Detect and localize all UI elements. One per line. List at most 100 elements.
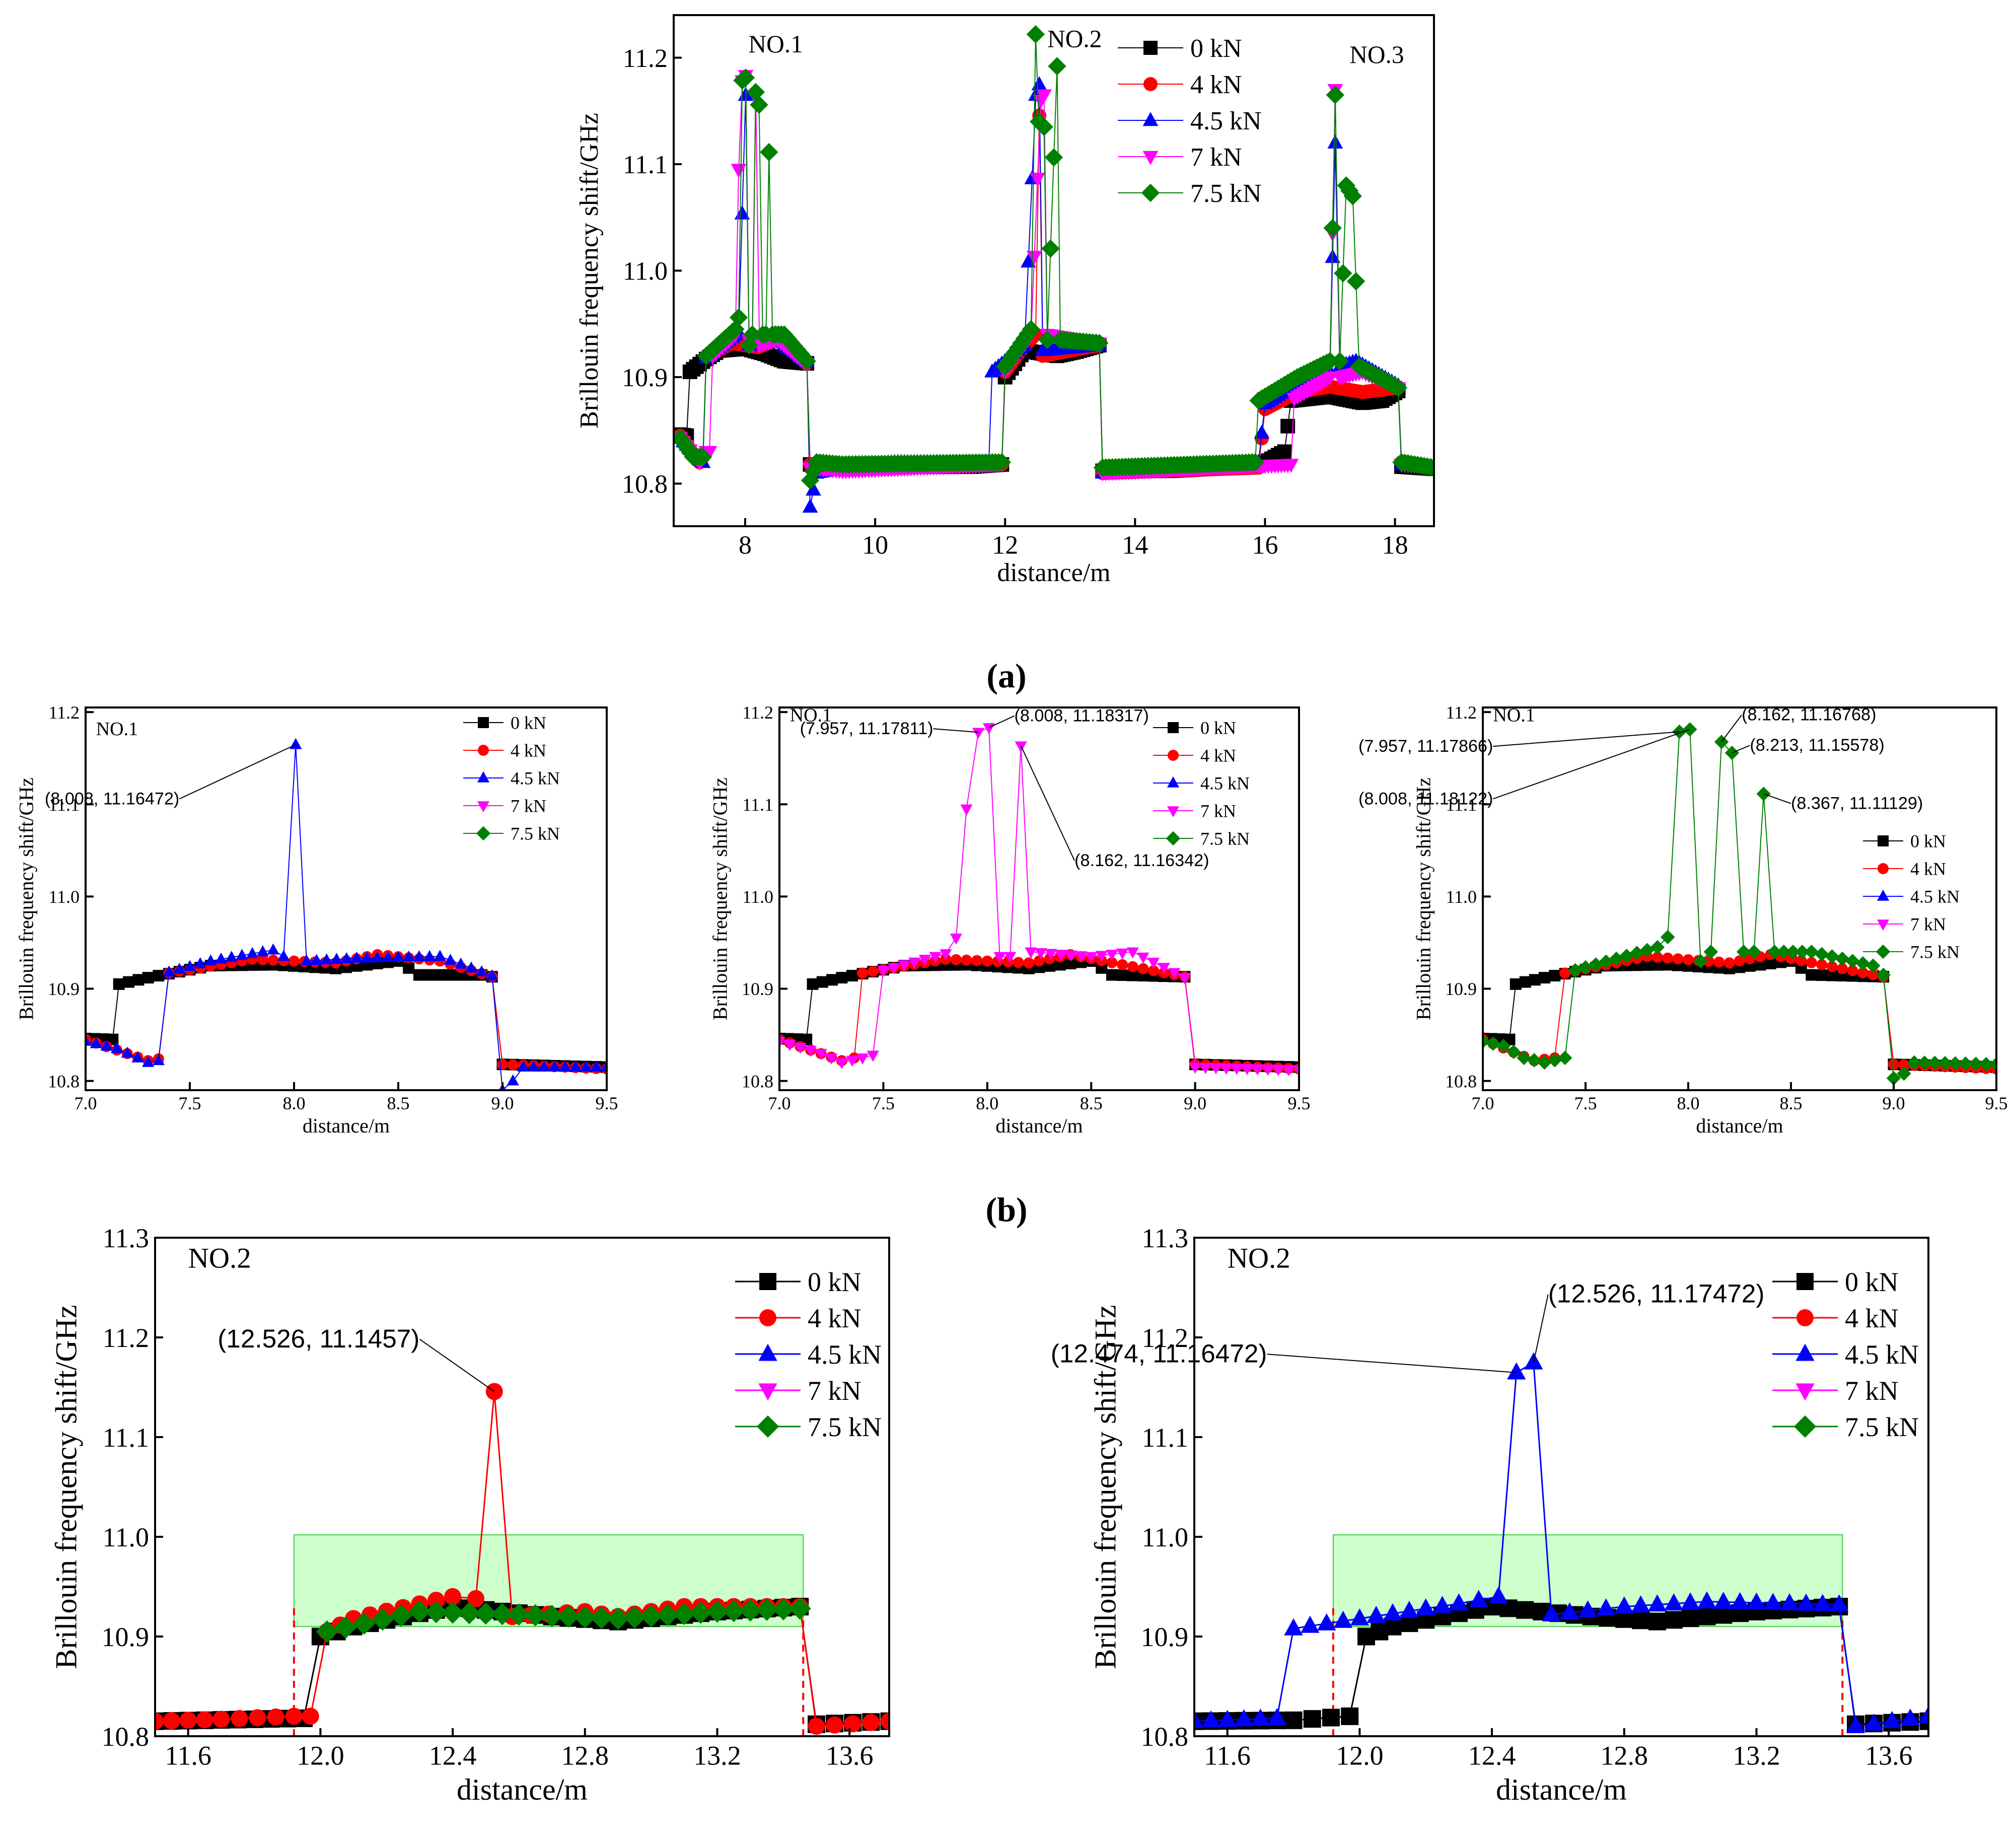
- x-tick-label: 13.6: [826, 1741, 874, 1771]
- data-point: [491, 1603, 514, 1625]
- legend-label: 7 kN: [1845, 1376, 1899, 1406]
- chart-c2: 11.6 12.0 12.4 12.8 13.2 13.6 10.8 10.9 11.0 11.1…: [1051, 1223, 1929, 1806]
- data-point: [1804, 945, 1819, 959]
- data-point: [559, 1060, 571, 1072]
- data-point: [302, 1708, 319, 1725]
- legend-marker: [1795, 1383, 1815, 1401]
- data-point: [1357, 1627, 1376, 1646]
- legend: 0 kN 4 kN 4.5 kN 7 kN 7.5 kN: [1772, 1267, 1919, 1442]
- y-tick-label: 10.8: [48, 1071, 80, 1091]
- legend-item: 7 kN: [1153, 801, 1236, 821]
- data-point: [1106, 957, 1118, 968]
- data-point: [580, 1060, 592, 1072]
- legend-marker: [759, 1273, 776, 1290]
- x-tick-label: 12.8: [561, 1741, 609, 1771]
- x-tick-label: 9.5: [596, 1093, 618, 1113]
- y-axis-label: Brillouin frequency shift/GHz: [575, 113, 604, 429]
- y-tick-label: 11.2: [1142, 1323, 1189, 1353]
- y-tick-label: 11.1: [623, 151, 668, 179]
- data-point: [898, 960, 910, 972]
- legend-item: 0 kN: [463, 713, 546, 733]
- data-point: [734, 205, 750, 220]
- data-point: [1116, 948, 1129, 960]
- chart-b1: 7.0 7.5 8.0 8.5 9.0 9.5 10.8 10.9 11.0 11.1 11.2 di…: [15, 702, 618, 1137]
- data-point: [1126, 947, 1139, 959]
- data-point: [1948, 1056, 1963, 1071]
- data-point: [408, 1600, 431, 1623]
- legend: 0 kN 4 kN 4.5 kN 7 kN 7.5 kN: [1863, 831, 1960, 962]
- data-point: [1703, 956, 1714, 967]
- legend-label: 7 kN: [511, 796, 546, 816]
- data-point: [1148, 965, 1160, 976]
- series-7-5-kN: [1483, 722, 1996, 1086]
- data-point: [467, 1590, 485, 1607]
- legend: 0 kN 4 kN 4.5 kN 7 kN 7.5 kN: [735, 1267, 882, 1442]
- data-point: [971, 955, 983, 966]
- data-point: [1886, 1071, 1901, 1086]
- legend-item: 4 kN: [1863, 859, 1946, 879]
- annotation-leader: [1763, 793, 1791, 804]
- data-point: [340, 952, 353, 964]
- data-point: [267, 954, 279, 966]
- data-point: [1327, 134, 1343, 149]
- data-point: [1220, 1063, 1233, 1075]
- legend-item: 4.5 kN: [463, 768, 560, 789]
- data-point: [1917, 1055, 1932, 1070]
- data-point: [1026, 25, 1045, 44]
- data-point: [249, 1709, 266, 1727]
- data-point: [1847, 965, 1858, 976]
- data-point: [1814, 947, 1829, 962]
- data-point: [802, 499, 818, 513]
- data-point: [887, 963, 900, 974]
- data-point: [361, 951, 373, 963]
- plot-area: [1483, 722, 1996, 1086]
- data-point: [961, 954, 972, 966]
- legend-item: 0 kN: [735, 1267, 861, 1297]
- data-point: [225, 951, 238, 962]
- data-point: [743, 325, 762, 344]
- data-point: [382, 951, 394, 962]
- legend-label: 7.5 kN: [1200, 829, 1250, 849]
- data-point: [862, 1714, 880, 1731]
- data-point: [1876, 967, 1891, 982]
- data-point: [1547, 1053, 1562, 1068]
- data-point: [1542, 1604, 1561, 1622]
- data-point: [1217, 1710, 1237, 1727]
- x-tick-label: 9.0: [1883, 1093, 1905, 1113]
- data-point: [950, 934, 962, 945]
- data-point: [1201, 1710, 1220, 1728]
- data-point: [1724, 745, 1740, 760]
- data-point: [1384, 1617, 1402, 1636]
- chart-a: 8 10 12 14 16 18 10.8 10.9 11.0 11.1 11.2 distance/…: [575, 14, 1435, 587]
- data-point: [1806, 957, 1817, 968]
- data-point: [173, 962, 186, 974]
- annotation-text: (8.008, 11.18317): [1014, 706, 1148, 725]
- data-point: [425, 1601, 448, 1623]
- data-point: [755, 1598, 778, 1621]
- annotation-leader: [179, 744, 296, 800]
- x-tick-label: 7.5: [179, 1093, 201, 1113]
- data-point: [113, 978, 125, 990]
- data-point: [1343, 187, 1362, 205]
- sensor-label: NO.3: [1349, 41, 1404, 68]
- data-point: [1038, 330, 1057, 349]
- data-point: [1730, 1592, 1750, 1609]
- data-point: [1907, 1055, 1922, 1070]
- data-point: [844, 1715, 861, 1733]
- data-point: [194, 957, 206, 968]
- legend-marker: [758, 1343, 777, 1361]
- data-point: [640, 1605, 663, 1627]
- x-tick-label: 9.5: [1288, 1093, 1311, 1113]
- legend-marker: [756, 1415, 779, 1438]
- y-tick-label: 11.1: [48, 795, 80, 815]
- legend-label: 0 kN: [1200, 718, 1236, 738]
- data-point: [155, 1713, 164, 1730]
- data-point: [1075, 951, 1088, 963]
- data-point: [1085, 952, 1098, 963]
- data-point: [1795, 955, 1807, 966]
- annotation-text: (8.008, 11.18122): [1358, 789, 1493, 808]
- x-axis-label: distance/m: [303, 1114, 390, 1137]
- data-point: [1231, 1063, 1243, 1075]
- annotation-text: (8.162, 11.16342): [1074, 851, 1209, 870]
- y-tick-label: 11.2: [742, 702, 773, 723]
